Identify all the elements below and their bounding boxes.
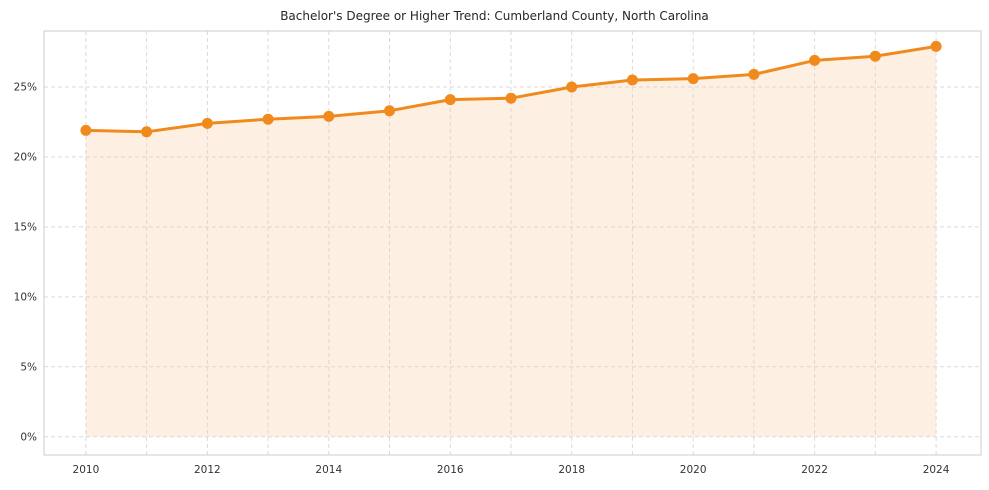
x-axis-tick-label: 2014 [315,464,342,476]
y-axis-tick-label: 10% [14,291,37,303]
data-point-marker [809,54,821,66]
data-point-marker [141,126,153,138]
data-point-marker [626,74,638,86]
x-axis-tick-label: 2020 [680,464,707,476]
y-axis-tick-label: 20% [14,151,37,163]
data-point-marker [80,124,92,136]
plot-border [43,30,982,456]
data-point-marker [201,117,213,129]
x-axis-tick-label: 2010 [73,464,100,476]
trend-area-chart: 0% 5% 10% 15% 20% 25% 2010 2012 2014 2016 2018 2020… [14,30,982,476]
x-axis-tick-label: 2016 [437,464,464,476]
chart-title: Bachelor's Degree or Higher Trend: Cumbe… [280,9,709,23]
data-point-marker [505,92,517,104]
y-axis-tick-label: 15% [14,221,37,233]
data-point-marker [262,113,274,125]
x-axis-tick-label: 2018 [558,464,585,476]
data-point-marker [930,40,942,52]
data-point-marker [869,50,881,62]
data-point-marker [384,105,395,117]
y-axis-tick-label: 25% [14,81,37,93]
data-point-marker [444,94,456,106]
x-axis-tick-label: 2024 [923,464,950,476]
data-point-marker [566,81,578,93]
data-point-marker [323,110,335,122]
data-point-marker [748,68,760,80]
x-axis-tick-label: 2022 [801,464,828,476]
x-axis-tick-label: 2012 [194,464,221,476]
y-axis-tick-label: 0% [20,431,37,443]
y-axis-tick-label: 5% [20,361,37,373]
data-point-marker [687,73,699,85]
